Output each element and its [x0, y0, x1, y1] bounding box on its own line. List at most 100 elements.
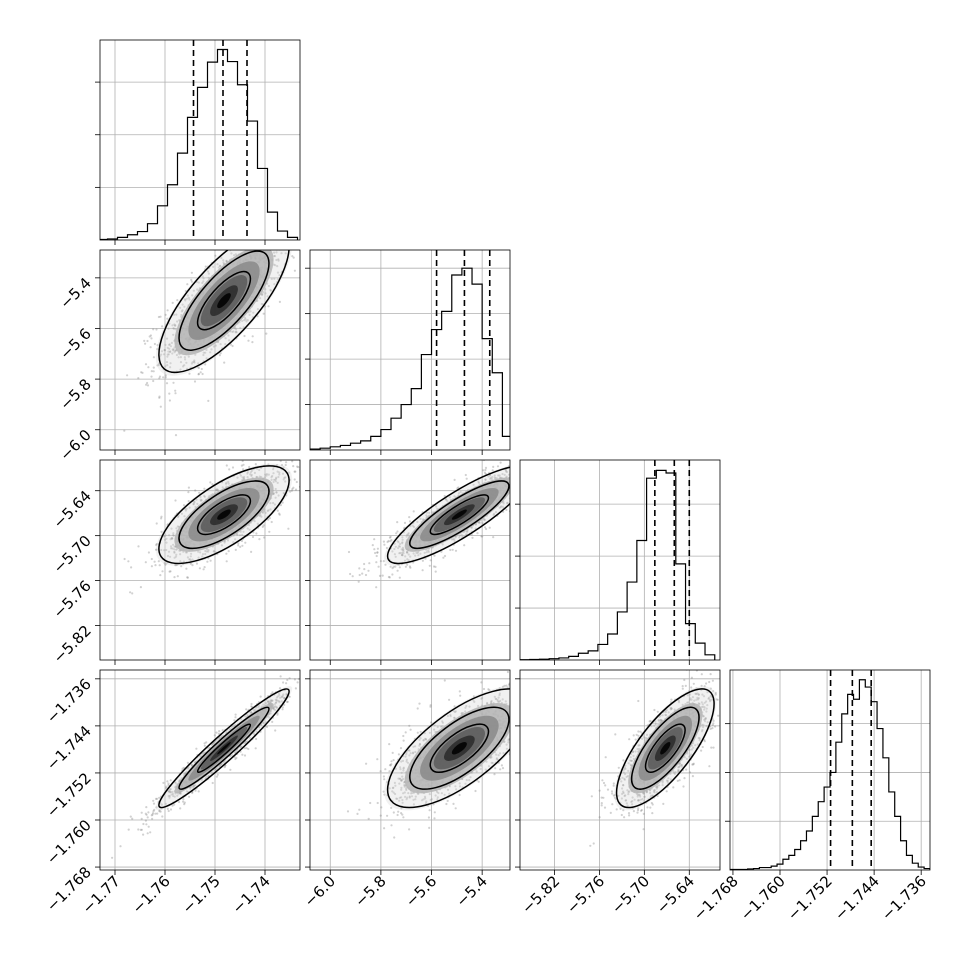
scatter-point — [169, 570, 172, 573]
panel-frame — [729, 669, 931, 871]
scatter-point — [265, 725, 269, 729]
contour-line-1 — [178, 480, 270, 550]
scatter-point — [186, 556, 189, 559]
scatter-point — [146, 384, 150, 387]
scatter-point — [304, 681, 306, 683]
scatter-point — [171, 352, 174, 355]
scatter-point — [266, 509, 269, 513]
scatter-point — [517, 493, 519, 495]
scatter-point — [152, 370, 155, 373]
scatter-point — [187, 486, 190, 489]
scatter-point — [175, 548, 178, 551]
scatter-point — [252, 311, 255, 314]
scatter-point — [258, 514, 261, 518]
scatter-point — [276, 470, 279, 473]
scatter-point — [302, 472, 304, 474]
scatter-point — [250, 469, 253, 472]
scatter-point — [195, 498, 198, 501]
scatter-point — [531, 464, 533, 466]
scatter-point — [243, 475, 246, 479]
scatter-point — [292, 256, 295, 259]
scatter-point — [182, 560, 185, 563]
scatter-point — [179, 368, 182, 371]
scatter-point — [166, 355, 169, 358]
scatter-point — [316, 226, 318, 228]
scatter-point — [179, 306, 182, 309]
scatter-point — [178, 549, 181, 552]
scatter-point — [283, 697, 286, 700]
scatter-point — [268, 213, 270, 215]
scatter-point — [167, 794, 170, 798]
scatter-point — [269, 289, 273, 292]
scatter-point — [244, 247, 246, 249]
scatter-point — [259, 695, 262, 698]
scatter-point — [164, 313, 167, 316]
scatter-point — [174, 324, 177, 327]
scatter-point — [197, 373, 200, 376]
scatter-point — [381, 574, 384, 577]
scatter-point — [282, 693, 285, 696]
scatter-point — [466, 530, 469, 533]
scatter-point — [167, 790, 170, 793]
scatter-point — [186, 576, 189, 579]
scatter-point — [309, 245, 311, 247]
scatter-point — [265, 332, 268, 335]
scatter-point — [282, 491, 285, 495]
scatter-point — [230, 252, 233, 255]
scatter-point — [123, 429, 126, 432]
scatter-point — [173, 550, 176, 553]
scatter-point — [282, 466, 285, 469]
density-panel-1-2 — [305, 459, 533, 665]
scatter-point — [129, 815, 132, 818]
scatter-point — [152, 366, 155, 369]
scatter-point — [256, 467, 259, 470]
scatter-point — [482, 518, 485, 521]
scatter-point — [250, 702, 253, 706]
scatter-point — [146, 832, 149, 835]
scatter-point — [271, 699, 274, 702]
scatter-point — [227, 334, 230, 337]
density-panel-0-2 — [95, 450, 304, 665]
scatter-point — [277, 475, 280, 479]
scatter-point — [137, 545, 140, 548]
scatter-point — [304, 693, 306, 695]
scatter-point — [119, 845, 122, 848]
scatter-point — [165, 541, 168, 544]
scatter-point — [272, 492, 275, 495]
scatter-point — [284, 450, 286, 452]
scatter-point — [242, 477, 245, 480]
scatter-point — [225, 260, 228, 263]
scatter-point — [524, 485, 526, 487]
scatter-point — [169, 779, 172, 782]
scatter-point — [218, 730, 221, 733]
scatter-point — [261, 293, 264, 297]
scatter-point — [433, 554, 436, 557]
scatter-point — [171, 804, 174, 807]
scatter-point — [190, 278, 193, 281]
scatter-point — [202, 752, 205, 755]
scatter-point — [184, 299, 187, 302]
scatter-point — [231, 330, 234, 334]
scatter-point — [183, 305, 186, 308]
scatter-point — [233, 719, 236, 722]
scatter-point — [241, 533, 244, 537]
scatter-point — [223, 361, 226, 364]
panel-frame — [309, 249, 511, 451]
scatter-point — [184, 289, 187, 293]
scatter-point — [273, 254, 276, 258]
scatter-point — [179, 361, 183, 364]
scatter-point — [140, 828, 143, 831]
scatter-point — [257, 213, 259, 215]
scatter-point — [192, 503, 195, 506]
scatter-point — [281, 695, 284, 698]
scatter-point — [255, 475, 258, 479]
contour-line-0 — [158, 250, 290, 374]
scatter-point — [242, 477, 245, 480]
scatter-point — [358, 567, 361, 570]
scatter-point — [186, 576, 189, 579]
scatter-point — [187, 355, 190, 358]
scatter-point — [193, 501, 196, 504]
scatter-point — [243, 747, 246, 750]
scatter-point — [185, 297, 188, 300]
scatter-point — [197, 281, 200, 284]
